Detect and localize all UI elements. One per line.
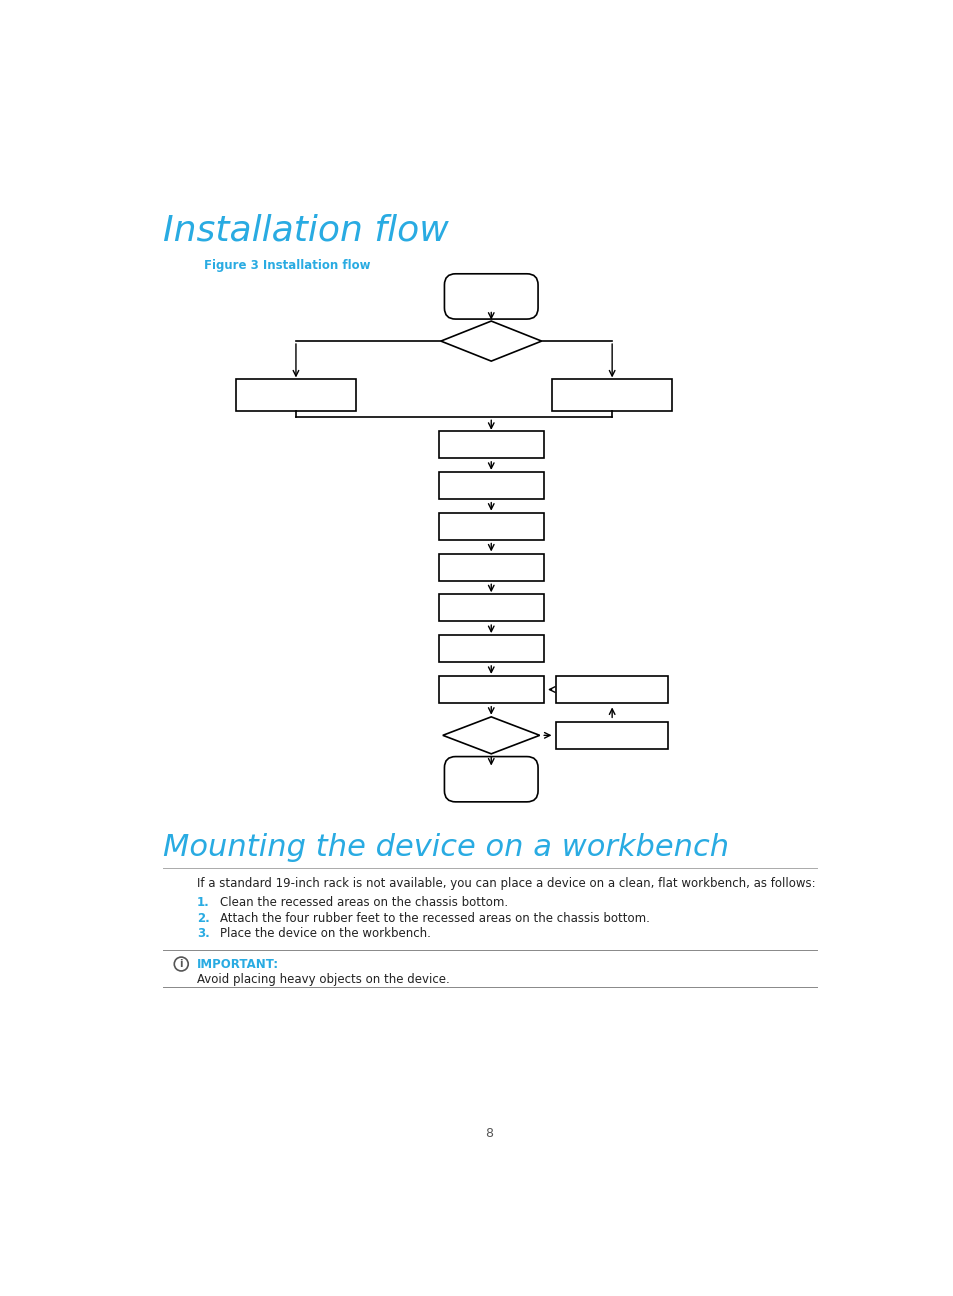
Bar — [438, 472, 543, 499]
Text: IMPORTANT:: IMPORTANT: — [196, 958, 278, 971]
Text: Place the device on the workbench.: Place the device on the workbench. — [220, 927, 431, 940]
Text: 3.: 3. — [196, 927, 210, 940]
FancyBboxPatch shape — [444, 757, 537, 802]
Polygon shape — [440, 321, 541, 362]
FancyBboxPatch shape — [444, 273, 537, 319]
Bar — [438, 595, 543, 621]
Text: Installation flow: Installation flow — [163, 214, 449, 248]
Text: Clean the recessed areas on the chassis bottom.: Clean the recessed areas on the chassis … — [220, 897, 508, 910]
Bar — [438, 513, 543, 539]
Text: 1.: 1. — [196, 897, 210, 910]
Bar — [552, 378, 672, 411]
Polygon shape — [442, 717, 539, 754]
Bar — [438, 553, 543, 581]
Bar — [235, 378, 355, 411]
Text: 8: 8 — [484, 1128, 493, 1140]
Text: Mounting the device on a workbench: Mounting the device on a workbench — [163, 833, 729, 862]
Text: i: i — [179, 959, 183, 969]
Text: Attach the four rubber feet to the recessed areas on the chassis bottom.: Attach the four rubber feet to the reces… — [220, 911, 649, 924]
Bar — [438, 432, 543, 457]
Text: Avoid placing heavy objects on the device.: Avoid placing heavy objects on the devic… — [196, 973, 449, 986]
Bar — [556, 722, 668, 749]
Text: 2.: 2. — [196, 911, 210, 924]
Text: Figure 3 Installation flow: Figure 3 Installation flow — [204, 259, 371, 272]
Bar — [438, 635, 543, 662]
Circle shape — [174, 956, 188, 971]
Text: If a standard 19-inch rack is not available, you can place a device on a clean, : If a standard 19-inch rack is not availa… — [196, 877, 815, 890]
Bar — [556, 677, 668, 702]
Bar — [438, 677, 543, 702]
